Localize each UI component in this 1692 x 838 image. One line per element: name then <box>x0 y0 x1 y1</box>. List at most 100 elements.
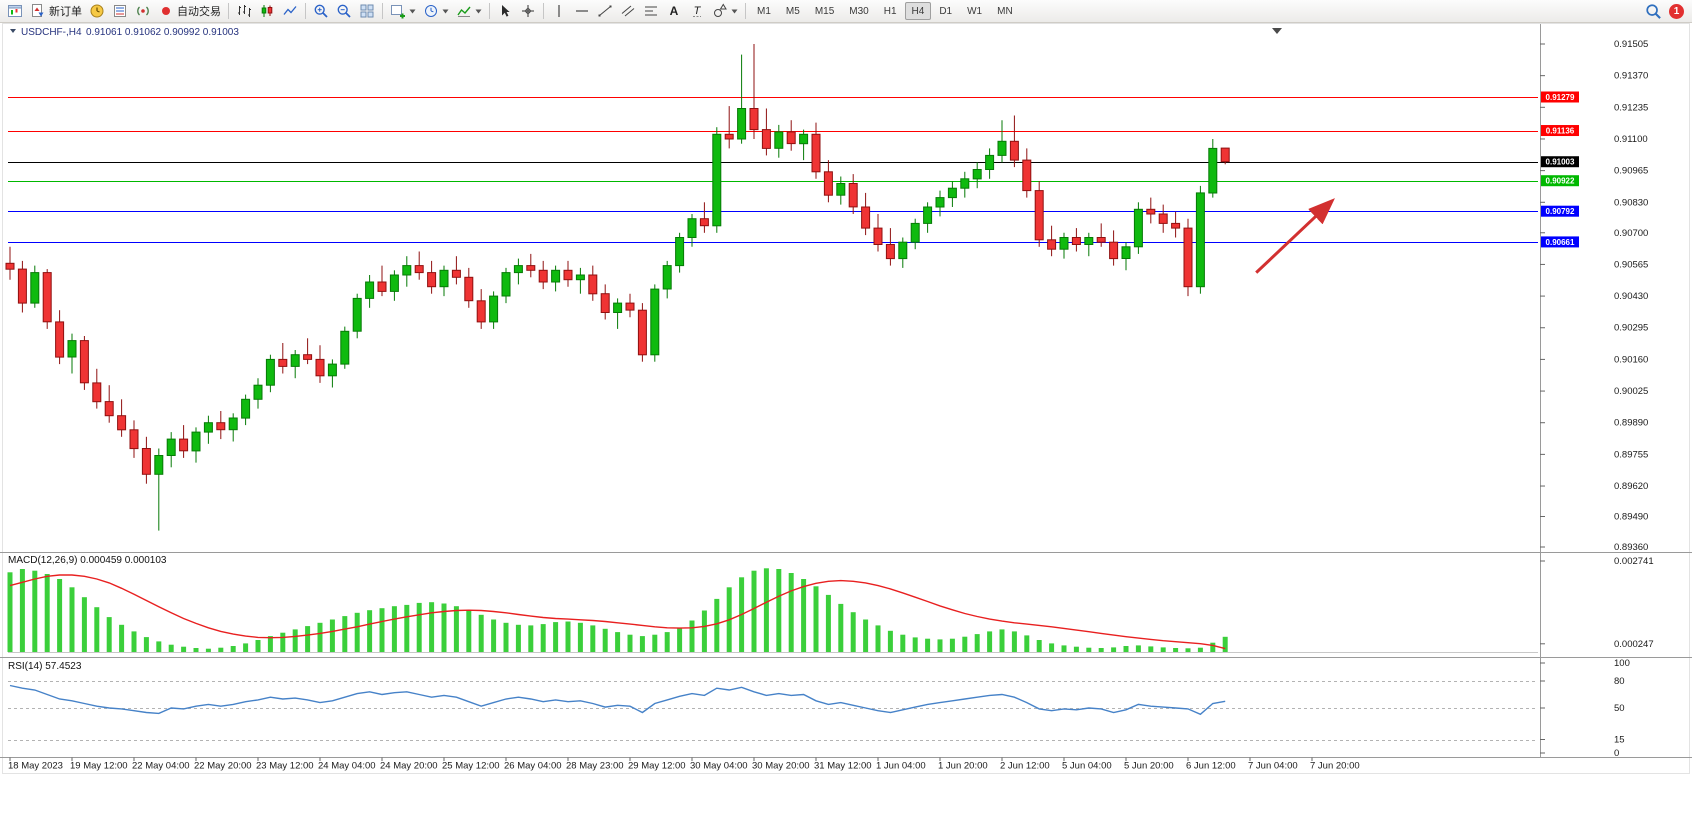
trendline-icon <box>598 5 612 17</box>
macd-histogram-bar <box>664 632 670 652</box>
time-tick-label: 28 May 23:00 <box>566 761 624 772</box>
time-tick-label: 18 May 2023 <box>8 761 63 772</box>
price-tag <box>1541 175 1579 187</box>
candle-body <box>811 133 821 173</box>
candle-body <box>910 222 920 243</box>
candle-body <box>203 422 213 433</box>
macd-histogram-bar <box>429 602 435 652</box>
zoom-in-button[interactable] <box>310 1 332 21</box>
shapes-caret-icon <box>731 9 738 13</box>
history-center-button[interactable] <box>86 1 108 21</box>
macd-histogram-bar <box>1185 648 1191 652</box>
new-window-dropdown-button[interactable] <box>387 1 419 21</box>
horizontal-line-tool-button[interactable] <box>571 1 593 21</box>
candle-body <box>42 272 52 323</box>
market-watch-button[interactable] <box>109 1 131 21</box>
macd-histogram-bar <box>652 634 658 652</box>
candle-body <box>501 272 511 297</box>
macd-histogram-bar <box>1049 643 1055 652</box>
text-label-tool-button[interactable]: T <box>686 1 708 21</box>
macd-histogram-bar <box>156 641 162 652</box>
crosshair-tool-button[interactable] <box>517 1 539 21</box>
macd-histogram-bar <box>987 631 993 652</box>
candle-body <box>1009 140 1019 161</box>
text-tool-button[interactable]: A <box>663 1 685 21</box>
candle-body <box>1059 237 1069 250</box>
price-tag <box>1541 91 1579 103</box>
autotrading-button[interactable]: 自动交易 <box>155 1 224 21</box>
timeframe-button-m15[interactable]: M15 <box>808 2 841 20</box>
channel-tool-button[interactable] <box>617 1 639 21</box>
bar-chart-style-button[interactable] <box>233 1 255 21</box>
price-tag-label: 0.91003 <box>1546 158 1575 167</box>
timeframe-button-w1[interactable]: W1 <box>960 2 989 20</box>
period-dropdown-button[interactable] <box>420 1 452 21</box>
vertical-line-tool-button[interactable] <box>548 1 570 21</box>
timeframe-button-m30[interactable]: M30 <box>842 2 875 20</box>
time-tick-label: 19 May 12:00 <box>70 761 128 772</box>
timeframe-button-d1[interactable]: D1 <box>932 2 959 20</box>
tile-windows-button[interactable] <box>356 1 378 21</box>
search-button[interactable] <box>1642 1 1665 21</box>
shapes-icon <box>714 3 727 17</box>
time-tick-label: 30 May 20:00 <box>752 761 810 772</box>
candle-body <box>427 272 437 288</box>
macd-histogram-bar <box>1098 648 1104 652</box>
timeframe-button-mn[interactable]: MN <box>990 2 1020 20</box>
candle-body <box>5 262 15 270</box>
candle-body <box>774 131 784 149</box>
timeframe-button-m5[interactable]: M5 <box>779 2 807 20</box>
candle-body <box>836 183 846 196</box>
price-tag-label: 0.91136 <box>1546 127 1575 136</box>
timeframe-button-m1[interactable]: M1 <box>750 2 778 20</box>
chart-shift-marker[interactable] <box>1272 28 1282 34</box>
indicators-dropdown-button[interactable] <box>453 1 485 21</box>
trend-arrow-annotation[interactable] <box>1255 198 1335 274</box>
candle-body <box>1022 159 1032 192</box>
svg-text:A: A <box>670 4 679 18</box>
price-tag-label: 0.90792 <box>1546 207 1575 216</box>
candlestick-style-button[interactable] <box>256 1 278 21</box>
candle-body <box>179 438 189 452</box>
new-chart-button[interactable] <box>4 1 26 21</box>
price-tick-label: 0.89490 <box>1614 512 1648 523</box>
timeframe-button-h1[interactable]: H1 <box>877 2 904 20</box>
text-label-icon: T <box>693 5 702 17</box>
price-tick-label: 0.90430 <box>1614 291 1648 302</box>
tile-windows-icon <box>360 4 374 18</box>
notification-badge[interactable]: 1 <box>1669 3 1684 19</box>
candle-body <box>613 302 623 314</box>
rsi-tick-label: 15 <box>1614 735 1625 746</box>
fibonacci-tool-button[interactable] <box>640 1 662 21</box>
candle-body <box>303 354 313 360</box>
timeframe-button-h4[interactable]: H4 <box>904 2 932 20</box>
macd-histogram-bar <box>267 636 273 652</box>
shapes-dropdown-button[interactable] <box>709 1 741 21</box>
macd-histogram-bar <box>94 607 100 652</box>
new-order-button[interactable]: 新订单 <box>27 1 85 21</box>
candle-body <box>265 358 275 386</box>
toolbar-right-group: 1 <box>1642 1 1688 21</box>
line-chart-style-button[interactable] <box>279 1 301 21</box>
macd-histogram-bar <box>553 622 559 652</box>
toolbar-separator <box>489 3 490 19</box>
chart-collapse-arrow-icon[interactable] <box>10 29 16 33</box>
cursor-tool-button[interactable] <box>494 1 516 21</box>
price-tag-label: 0.91279 <box>1546 93 1575 102</box>
macd-histogram-bar <box>416 602 422 652</box>
macd-histogram-bar <box>367 610 373 652</box>
macd-histogram-bar <box>590 625 596 652</box>
candle-body <box>737 108 747 140</box>
time-tick-label: 5 Jun 20:00 <box>1124 761 1174 772</box>
macd-histogram-bar <box>1160 647 1166 652</box>
svg-text:T: T <box>694 5 702 17</box>
candle-body <box>30 272 40 304</box>
time-tick-label: 1 Jun 20:00 <box>938 761 988 772</box>
signals-button[interactable] <box>132 1 154 21</box>
candle-body <box>1146 208 1156 215</box>
toolbar-separator <box>305 3 306 19</box>
macd-histogram-bar <box>1061 645 1067 652</box>
zoom-out-button[interactable] <box>333 1 355 21</box>
trendline-tool-button[interactable] <box>594 1 616 21</box>
